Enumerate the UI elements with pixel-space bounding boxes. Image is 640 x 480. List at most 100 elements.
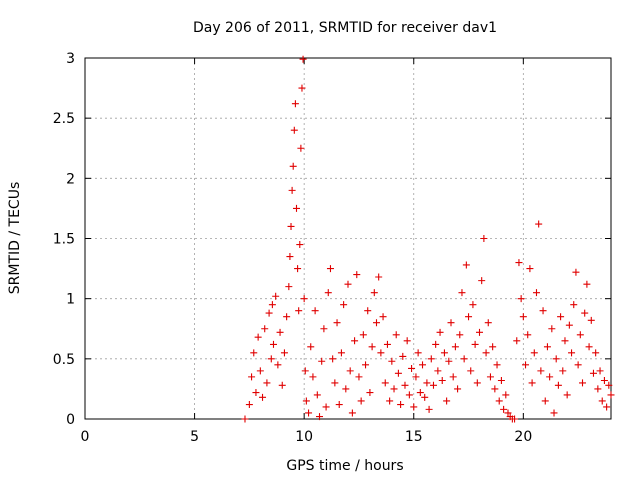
data-point — [535, 220, 543, 228]
data-point — [491, 385, 499, 393]
data-point — [272, 292, 280, 300]
data-point — [581, 309, 589, 317]
data-point — [311, 307, 319, 315]
data-point — [502, 391, 510, 399]
data-point — [263, 379, 271, 387]
data-point — [375, 273, 383, 281]
data-point — [269, 340, 277, 348]
grid-lines — [85, 58, 611, 419]
data-point — [331, 379, 339, 387]
data-point — [469, 301, 477, 309]
data-point — [587, 316, 595, 324]
data-point — [579, 379, 587, 387]
data-point — [362, 361, 370, 369]
data-point — [298, 84, 306, 92]
data-point — [399, 352, 407, 360]
data-point — [568, 349, 576, 357]
data-point — [589, 369, 597, 377]
data-point — [432, 340, 440, 348]
data-point — [335, 401, 343, 409]
data-point — [561, 337, 569, 345]
data-point — [252, 389, 260, 397]
data-point — [456, 331, 464, 339]
data-point — [340, 301, 348, 309]
data-point — [513, 337, 521, 345]
data-point — [377, 349, 385, 357]
data-point — [605, 381, 613, 389]
data-point — [480, 235, 488, 242]
data-point — [462, 261, 470, 269]
data-point — [528, 379, 536, 387]
y-tick-label: 1.5 — [53, 232, 75, 248]
data-point — [526, 265, 534, 273]
data-point — [482, 349, 490, 357]
data-point — [570, 301, 578, 309]
data-point — [585, 343, 593, 351]
data-point — [297, 144, 305, 152]
data-point — [596, 367, 604, 375]
data-point — [557, 313, 565, 321]
data-point — [295, 307, 303, 315]
data-point — [524, 331, 532, 339]
data-point — [546, 373, 554, 381]
data-point — [410, 403, 418, 411]
data-point — [342, 385, 350, 393]
data-point — [256, 367, 264, 375]
data-point — [344, 280, 352, 288]
data-point — [372, 319, 380, 327]
data-point — [357, 397, 365, 405]
data-point — [576, 331, 584, 339]
data-point — [465, 313, 473, 321]
data-point — [329, 355, 337, 363]
data-point — [419, 361, 427, 369]
x-tick-label: 5 — [190, 429, 199, 445]
data-point — [287, 222, 295, 230]
data-point — [438, 376, 446, 384]
data-point — [286, 253, 294, 261]
data-point — [320, 325, 328, 333]
data-point — [572, 268, 580, 276]
data-point — [307, 343, 315, 351]
data-point — [276, 328, 284, 336]
data-point — [379, 313, 387, 321]
data-point — [447, 319, 455, 327]
data-point — [565, 321, 573, 329]
data-point — [353, 271, 361, 279]
data-point — [381, 379, 389, 387]
data-point — [458, 289, 466, 297]
data-point — [296, 241, 304, 249]
data-point — [245, 401, 253, 409]
plot-frame — [84, 57, 612, 420]
data-point — [254, 333, 262, 341]
data-point — [412, 373, 420, 381]
data-point — [285, 283, 293, 291]
x-axis-label: GPS time / hours — [286, 458, 403, 474]
data-point — [392, 331, 400, 339]
y-tick-label: 2 — [66, 171, 75, 187]
data-point — [265, 309, 273, 317]
data-point — [348, 409, 356, 417]
data-point — [268, 301, 276, 309]
data-point — [309, 373, 317, 381]
data-point — [443, 397, 451, 405]
data-point — [543, 343, 551, 351]
data-point — [598, 397, 606, 405]
data-point — [351, 337, 359, 345]
data-point — [484, 319, 492, 327]
data-point — [300, 295, 308, 303]
data-point — [294, 265, 302, 273]
data-point — [517, 295, 525, 303]
data-point — [283, 313, 291, 321]
data-point — [302, 397, 310, 405]
data-point — [401, 381, 409, 389]
data-point — [288, 186, 296, 194]
y-tick-label: 1 — [66, 292, 75, 308]
y-tick-label: 3 — [66, 51, 75, 67]
data-point — [421, 393, 429, 401]
data-point — [519, 313, 527, 321]
data-point — [364, 307, 372, 315]
data-point — [592, 349, 600, 357]
data-point — [550, 409, 558, 417]
data-point — [423, 379, 431, 387]
